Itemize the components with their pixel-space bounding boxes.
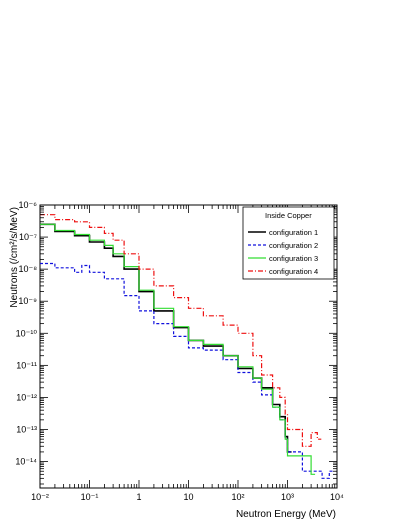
series-layer	[40, 214, 334, 479]
x-tick-label: 1	[136, 492, 141, 502]
y-tick-label: 10⁻¹²	[16, 392, 37, 402]
y-tick-label: 10⁻⁶	[19, 200, 38, 210]
x-axis-title: Neutron Energy (MeV)	[236, 509, 336, 520]
x-tick-label: 10⁻¹	[81, 492, 99, 502]
legend-entries: configuration 1 configuration 2 configurat…	[248, 228, 318, 276]
series-line-config-4	[40, 214, 322, 447]
legend: Inside Copper configuration 1configurati…	[242, 206, 335, 280]
x-tick-label: 10⁴	[330, 492, 344, 502]
series-line-config-3	[40, 223, 316, 475]
y-tick-label: 10⁻¹⁰	[16, 328, 38, 338]
y-tick-label: 10⁻⁹	[18, 296, 37, 306]
x-tick-label: 10²	[231, 492, 244, 502]
y-tick-label: 10⁻⁷	[19, 232, 37, 242]
y-tick-label: 10⁻¹¹	[16, 360, 37, 370]
legend-label-config-4: configuration 4	[269, 267, 318, 276]
y-tick-label: 10⁻¹³	[16, 425, 37, 435]
x-tick-label: 10⁻²	[31, 492, 49, 502]
x-tick-label: 10³	[281, 492, 294, 502]
legend-label-config-2: configuration 2	[269, 241, 318, 250]
y-tick-label: 10⁻⁸	[18, 264, 37, 274]
y-tick-label: 10⁻¹⁴	[15, 457, 37, 467]
x-tick-label: 10	[183, 492, 193, 502]
legend-label-config-1: configuration 1	[269, 228, 318, 237]
legend-label-config-3: configuration 3	[269, 254, 318, 263]
legend-box	[242, 206, 335, 280]
legend-title: Inside Copper	[265, 211, 312, 220]
y-axis-title: Neutrons (/cm²/s/MeV)	[9, 207, 20, 308]
